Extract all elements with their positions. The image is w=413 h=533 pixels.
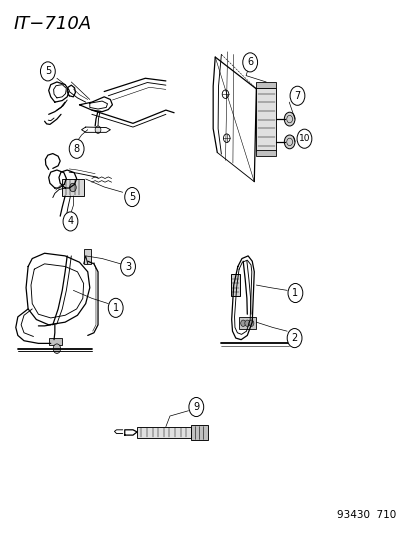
Circle shape — [124, 188, 139, 207]
Circle shape — [240, 320, 245, 326]
Circle shape — [244, 320, 249, 326]
Bar — [49, 337, 62, 345]
Text: 93430  710: 93430 710 — [336, 510, 395, 520]
Bar — [256, 82, 275, 88]
Text: 6: 6 — [247, 58, 253, 67]
Circle shape — [69, 139, 84, 158]
Circle shape — [284, 112, 294, 126]
Text: 4: 4 — [67, 216, 74, 227]
Text: 7: 7 — [294, 91, 300, 101]
Text: 2: 2 — [291, 333, 297, 343]
Text: 1: 1 — [112, 303, 119, 313]
Text: 1: 1 — [292, 288, 298, 298]
Text: 3: 3 — [125, 262, 131, 271]
Circle shape — [53, 344, 60, 353]
Circle shape — [95, 126, 101, 133]
Text: 5: 5 — [45, 67, 51, 76]
Text: 10: 10 — [298, 134, 309, 143]
Bar — [230, 274, 239, 296]
Bar — [62, 179, 83, 196]
Circle shape — [284, 135, 294, 149]
Text: IT−710A: IT−710A — [14, 14, 92, 33]
Circle shape — [290, 86, 304, 106]
Bar — [137, 426, 190, 438]
Circle shape — [188, 398, 203, 417]
Bar — [83, 249, 91, 264]
Bar — [238, 317, 256, 329]
Circle shape — [287, 284, 302, 303]
Circle shape — [108, 298, 123, 317]
Circle shape — [248, 320, 253, 326]
Circle shape — [40, 62, 55, 81]
Circle shape — [63, 212, 78, 231]
Circle shape — [297, 129, 311, 148]
Circle shape — [120, 257, 135, 276]
Circle shape — [242, 53, 257, 72]
Circle shape — [69, 183, 76, 192]
Bar — [256, 150, 275, 156]
Bar — [190, 425, 207, 440]
Circle shape — [287, 328, 301, 348]
Bar — [256, 88, 275, 151]
Text: 8: 8 — [74, 144, 80, 154]
Text: 9: 9 — [193, 402, 199, 412]
Text: 5: 5 — [129, 192, 135, 202]
